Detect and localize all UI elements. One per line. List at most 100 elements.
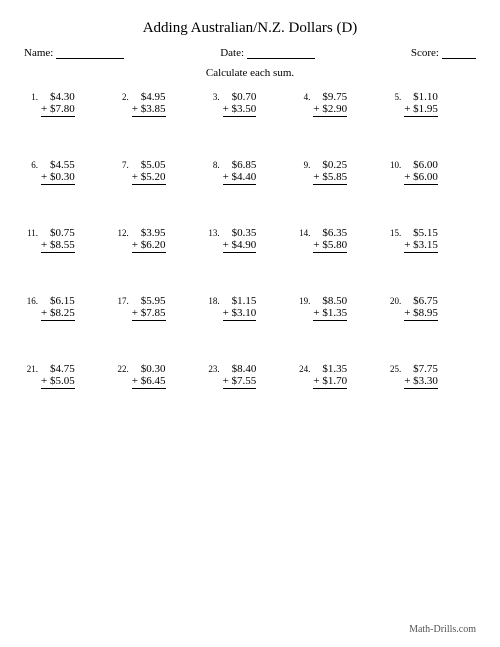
problem-number: 20.	[389, 295, 401, 306]
addend-bottom: + $7.85	[132, 307, 166, 319]
addend-top: $6.00	[404, 159, 438, 171]
problem-grid: 1.$4.30+ $7.802.$4.95+ $3.853.$0.70+ $3.…	[24, 91, 476, 403]
problem: 16.$6.15+ $8.25	[26, 295, 111, 335]
sum-line[interactable]	[132, 388, 166, 403]
addend-top: $5.05	[132, 159, 166, 171]
problem: 10.$6.00+ $6.00	[389, 159, 474, 199]
addend-top: $8.40	[223, 363, 257, 375]
problem-stack: $7.75+ $3.30	[404, 363, 438, 403]
sum-line[interactable]	[313, 184, 347, 199]
addend-bottom: + $8.95	[404, 307, 438, 319]
footer: Math-Drills.com	[409, 624, 476, 635]
addend-top: $0.30	[132, 363, 166, 375]
addend-top: $6.85	[223, 159, 257, 171]
sum-line[interactable]	[223, 320, 257, 335]
instruction: Calculate each sum.	[24, 67, 476, 79]
problem-stack: $4.55+ $0.30	[41, 159, 75, 199]
addend-top: $7.75	[404, 363, 438, 375]
sum-line[interactable]	[223, 184, 257, 199]
problem: 18.$1.15+ $3.10	[208, 295, 293, 335]
problem: 19.$8.50+ $1.35	[298, 295, 383, 335]
problem-number: 12.	[117, 227, 129, 238]
problem-stack: $0.75+ $8.55	[41, 227, 75, 267]
problem: 9.$0.25+ $5.85	[298, 159, 383, 199]
sum-line[interactable]	[223, 116, 257, 131]
addend-bottom: + $1.95	[404, 103, 438, 115]
sum-line[interactable]	[223, 252, 257, 267]
sum-line[interactable]	[313, 252, 347, 267]
sum-line[interactable]	[41, 320, 75, 335]
problem-number: 21.	[26, 363, 38, 374]
problem-number: 13.	[208, 227, 220, 238]
addend-bottom: + $6.20	[132, 239, 166, 251]
problem-number: 23.	[208, 363, 220, 374]
name-blank[interactable]	[56, 47, 124, 59]
problem-stack: $5.15+ $3.15	[404, 227, 438, 267]
sum-line[interactable]	[132, 252, 166, 267]
problem: 13.$0.35+ $4.90	[208, 227, 293, 267]
sum-line[interactable]	[132, 116, 166, 131]
addend-top: $1.10	[404, 91, 438, 103]
name-label: Name:	[24, 47, 53, 59]
addend-top: $6.75	[404, 295, 438, 307]
problem-stack: $4.75+ $5.05	[41, 363, 75, 403]
sum-line[interactable]	[404, 184, 438, 199]
addend-bottom: + $7.55	[223, 375, 257, 387]
problem: 7.$5.05+ $5.20	[117, 159, 202, 199]
problem-number: 4.	[298, 91, 310, 102]
sum-line[interactable]	[132, 184, 166, 199]
sum-line[interactable]	[41, 388, 75, 403]
problem: 1.$4.30+ $7.80	[26, 91, 111, 131]
problem: 14.$6.35+ $5.80	[298, 227, 383, 267]
sum-line[interactable]	[404, 116, 438, 131]
problem: 12.$3.95+ $6.20	[117, 227, 202, 267]
sum-line[interactable]	[404, 252, 438, 267]
addend-bottom: + $7.80	[41, 103, 75, 115]
problem: 4.$9.75+ $2.90	[298, 91, 383, 131]
addend-top: $1.15	[223, 295, 257, 307]
addend-top: $0.70	[223, 91, 257, 103]
addend-top: $8.50	[313, 295, 347, 307]
sum-line[interactable]	[41, 252, 75, 267]
addend-bottom: + $3.85	[132, 103, 166, 115]
sum-line[interactable]	[313, 320, 347, 335]
addend-bottom: + $0.30	[41, 171, 75, 183]
sum-line[interactable]	[132, 320, 166, 335]
sum-line[interactable]	[41, 116, 75, 131]
addend-top: $9.75	[313, 91, 347, 103]
addend-top: $4.95	[132, 91, 166, 103]
problem: 21.$4.75+ $5.05	[26, 363, 111, 403]
addend-bottom: + $8.55	[41, 239, 75, 251]
problem: 5.$1.10+ $1.95	[389, 91, 474, 131]
problem: 3.$0.70+ $3.50	[208, 91, 293, 131]
addend-top: $1.35	[313, 363, 347, 375]
addend-bottom: + $8.25	[41, 307, 75, 319]
problem: 2.$4.95+ $3.85	[117, 91, 202, 131]
addend-bottom: + $5.80	[313, 239, 347, 251]
sum-line[interactable]	[313, 116, 347, 131]
problem-stack: $3.95+ $6.20	[132, 227, 166, 267]
problem-stack: $8.50+ $1.35	[313, 295, 347, 335]
problem-stack: $5.95+ $7.85	[132, 295, 166, 335]
problem-number: 17.	[117, 295, 129, 306]
addend-bottom: + $2.90	[313, 103, 347, 115]
problem-number: 24.	[298, 363, 310, 374]
sum-line[interactable]	[223, 388, 257, 403]
date-blank[interactable]	[247, 47, 315, 59]
problem-number: 15.	[389, 227, 401, 238]
problem: 25.$7.75+ $3.30	[389, 363, 474, 403]
sum-line[interactable]	[404, 320, 438, 335]
problem: 20.$6.75+ $8.95	[389, 295, 474, 335]
sum-line[interactable]	[41, 184, 75, 199]
problem-stack: $1.10+ $1.95	[404, 91, 438, 131]
addend-top: $4.30	[41, 91, 75, 103]
sum-line[interactable]	[313, 388, 347, 403]
problem-number: 16.	[26, 295, 38, 306]
date-label: Date:	[220, 47, 244, 59]
problem-number: 11.	[26, 227, 38, 238]
addend-top: $4.75	[41, 363, 75, 375]
sum-line[interactable]	[404, 388, 438, 403]
score-blank[interactable]	[442, 47, 476, 59]
addend-top: $3.95	[132, 227, 166, 239]
addend-top: $0.35	[223, 227, 257, 239]
